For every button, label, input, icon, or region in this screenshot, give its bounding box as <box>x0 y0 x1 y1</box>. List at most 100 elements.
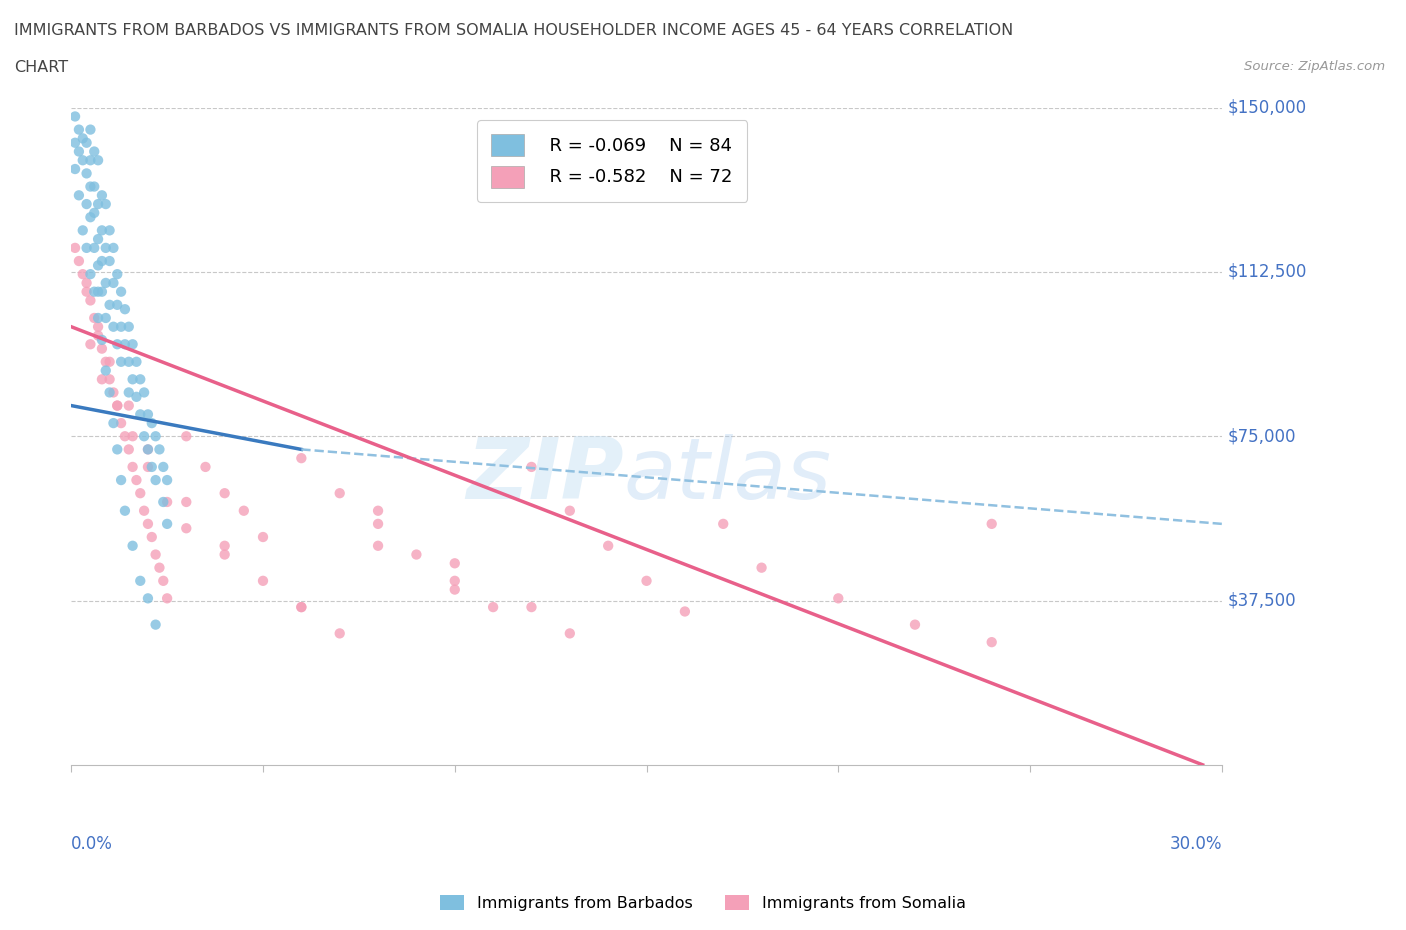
Point <box>79 179 101 194</box>
Point <box>125 354 148 369</box>
Point <box>105 337 128 352</box>
Point <box>83 206 105 220</box>
Point <box>367 516 389 531</box>
Point <box>443 582 465 597</box>
Point <box>76 241 98 256</box>
Point <box>67 122 90 137</box>
Point <box>67 188 90 203</box>
Point <box>79 293 101 308</box>
Point <box>118 354 141 369</box>
Point <box>79 267 101 282</box>
Point <box>114 337 136 352</box>
Point <box>90 341 112 356</box>
Point <box>329 626 352 641</box>
Point <box>152 459 174 474</box>
Point <box>125 390 148 405</box>
Text: 30.0%: 30.0% <box>1170 835 1222 853</box>
Point <box>152 574 174 589</box>
Point <box>121 459 143 474</box>
Point <box>367 503 389 518</box>
Point <box>87 258 110 272</box>
Point <box>136 442 159 457</box>
Point <box>76 275 98 290</box>
Point <box>125 472 148 487</box>
Text: $150,000: $150,000 <box>1227 99 1306 116</box>
Point <box>90 223 112 238</box>
Text: $112,500: $112,500 <box>1227 263 1308 281</box>
Point <box>76 285 98 299</box>
Point <box>103 319 125 334</box>
Point <box>98 254 121 269</box>
Point <box>87 196 110 211</box>
Point <box>110 285 132 299</box>
Point <box>72 223 94 238</box>
Point <box>176 521 198 536</box>
Point <box>110 416 132 431</box>
Point <box>176 495 198 510</box>
Point <box>598 538 620 553</box>
Point <box>114 429 136 444</box>
Point <box>121 372 143 387</box>
Point <box>98 298 121 312</box>
Point <box>98 354 121 369</box>
Point <box>136 591 159 605</box>
Point <box>827 591 849 605</box>
Point <box>520 459 543 474</box>
Point <box>367 538 389 553</box>
Point <box>103 416 125 431</box>
Point <box>94 241 117 256</box>
Point <box>103 275 125 290</box>
Point <box>72 267 94 282</box>
Point <box>94 363 117 378</box>
Text: atlas: atlas <box>623 434 831 517</box>
Point <box>83 241 105 256</box>
Point <box>63 135 86 150</box>
Point <box>90 285 112 299</box>
Point <box>79 122 101 137</box>
Point <box>72 153 94 167</box>
Point <box>132 385 155 400</box>
Point <box>482 600 505 615</box>
Point <box>141 459 163 474</box>
Point <box>87 285 110 299</box>
Point <box>129 574 152 589</box>
Point <box>105 267 128 282</box>
Point <box>141 529 163 544</box>
Text: CHART: CHART <box>14 60 67 75</box>
Point <box>105 298 128 312</box>
Point <box>148 560 170 575</box>
Point <box>98 385 121 400</box>
Point <box>129 407 152 422</box>
Point <box>87 328 110 343</box>
Point <box>232 503 254 518</box>
Point <box>290 600 312 615</box>
Point <box>405 547 427 562</box>
Text: $75,000: $75,000 <box>1227 427 1296 445</box>
Point <box>252 574 274 589</box>
Point <box>148 442 170 457</box>
Text: $37,500: $37,500 <box>1227 591 1296 609</box>
Point <box>76 135 98 150</box>
Text: 0.0%: 0.0% <box>72 835 112 853</box>
Point <box>63 109 86 124</box>
Point <box>980 516 1002 531</box>
Point <box>118 319 141 334</box>
Point <box>290 600 312 615</box>
Point <box>145 472 167 487</box>
Point <box>118 442 141 457</box>
Text: ZIP: ZIP <box>465 434 623 517</box>
Point <box>90 188 112 203</box>
Point <box>94 275 117 290</box>
Point <box>87 311 110 325</box>
Point <box>152 495 174 510</box>
Point <box>145 547 167 562</box>
Point <box>63 241 86 256</box>
Point <box>90 332 112 347</box>
Point <box>121 337 143 352</box>
Point <box>443 574 465 589</box>
Point <box>329 485 352 500</box>
Point <box>83 311 105 325</box>
Point <box>136 459 159 474</box>
Legend: Immigrants from Barbados, Immigrants from Somalia: Immigrants from Barbados, Immigrants fro… <box>434 889 972 917</box>
Point <box>105 442 128 457</box>
